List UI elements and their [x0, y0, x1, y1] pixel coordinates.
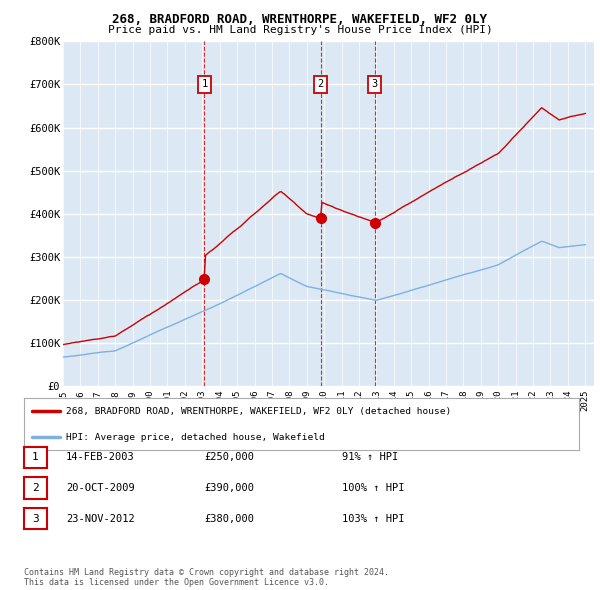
- Text: 1: 1: [201, 80, 208, 90]
- Text: Contains HM Land Registry data © Crown copyright and database right 2024.
This d: Contains HM Land Registry data © Crown c…: [24, 568, 389, 587]
- Text: 268, BRADFORD ROAD, WRENTHORPE, WAKEFIELD, WF2 0LY (detached house): 268, BRADFORD ROAD, WRENTHORPE, WAKEFIEL…: [65, 407, 451, 416]
- Text: Price paid vs. HM Land Registry's House Price Index (HPI): Price paid vs. HM Land Registry's House …: [107, 25, 493, 35]
- Text: 1: 1: [32, 453, 39, 462]
- Text: 2: 2: [317, 80, 324, 90]
- Text: 14-FEB-2003: 14-FEB-2003: [66, 453, 135, 462]
- Text: £390,000: £390,000: [204, 483, 254, 493]
- Text: 91% ↑ HPI: 91% ↑ HPI: [342, 453, 398, 462]
- Text: 268, BRADFORD ROAD, WRENTHORPE, WAKEFIELD, WF2 0LY: 268, BRADFORD ROAD, WRENTHORPE, WAKEFIEL…: [113, 13, 487, 26]
- Text: 3: 3: [371, 80, 378, 90]
- Text: 100% ↑ HPI: 100% ↑ HPI: [342, 483, 404, 493]
- Text: 2: 2: [32, 483, 39, 493]
- Text: £380,000: £380,000: [204, 514, 254, 523]
- Text: 23-NOV-2012: 23-NOV-2012: [66, 514, 135, 523]
- Text: HPI: Average price, detached house, Wakefield: HPI: Average price, detached house, Wake…: [65, 432, 325, 442]
- Text: £250,000: £250,000: [204, 453, 254, 462]
- Text: 3: 3: [32, 514, 39, 523]
- Text: 103% ↑ HPI: 103% ↑ HPI: [342, 514, 404, 523]
- Text: 20-OCT-2009: 20-OCT-2009: [66, 483, 135, 493]
